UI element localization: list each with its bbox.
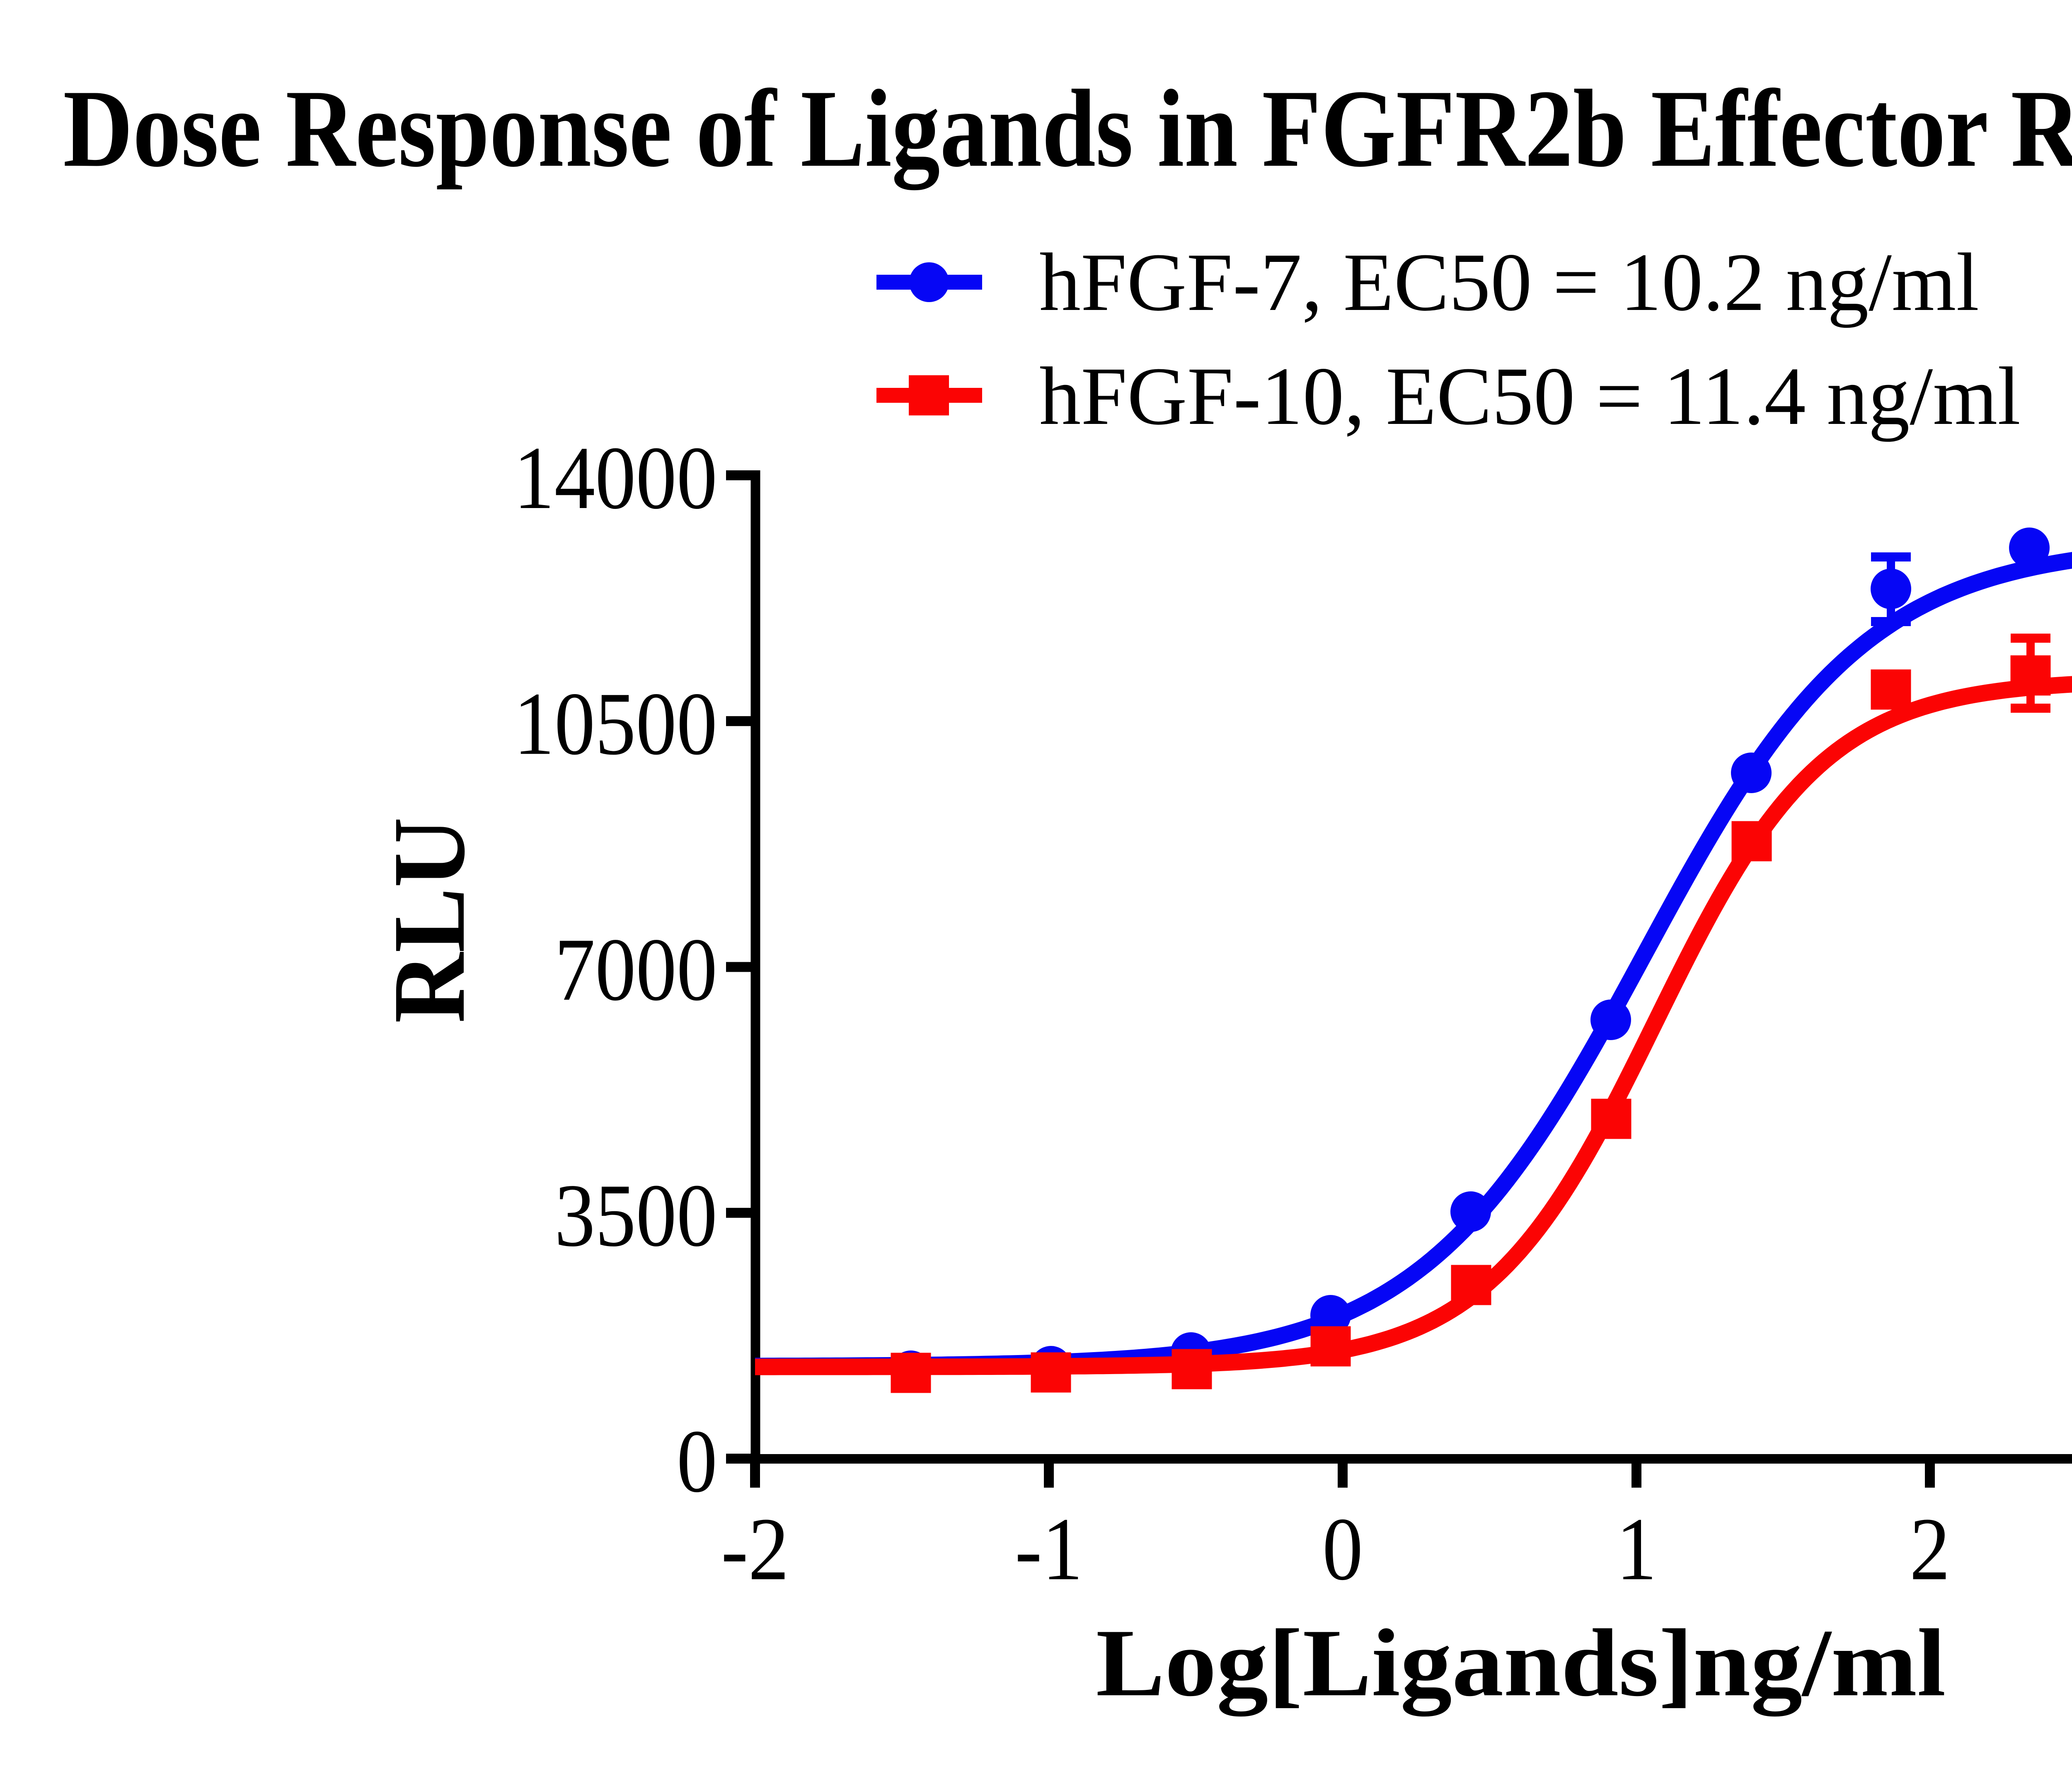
svg-text:2: 2 <box>1910 1499 1950 1599</box>
svg-text:0: 0 <box>677 1411 717 1511</box>
svg-text:RLU: RLU <box>372 817 486 1023</box>
svg-text:3500: 3500 <box>554 1166 717 1265</box>
svg-text:7000: 7000 <box>554 920 717 1019</box>
svg-text:Log[Ligands]ng/ml: Log[Ligands]ng/ml <box>1096 1609 1946 1717</box>
svg-text:hFGF-10, EC50 = 11.4 ng/ml: hFGF-10, EC50 = 11.4 ng/ml <box>1039 351 2021 442</box>
svg-text:14000: 14000 <box>514 428 718 528</box>
svg-text:hFGF-7, EC50 = 10.2 ng/ml: hFGF-7, EC50 = 10.2 ng/ml <box>1039 237 1979 328</box>
svg-text:0: 0 <box>1322 1499 1363 1599</box>
svg-text:1: 1 <box>1616 1499 1657 1599</box>
svg-text:Dose Response of Ligands in FG: Dose Response of Ligands in FGFR2b Effec… <box>63 67 2072 192</box>
svg-text:-2: -2 <box>721 1499 789 1599</box>
svg-text:-1: -1 <box>1015 1499 1083 1599</box>
svg-text:10500: 10500 <box>514 674 718 773</box>
